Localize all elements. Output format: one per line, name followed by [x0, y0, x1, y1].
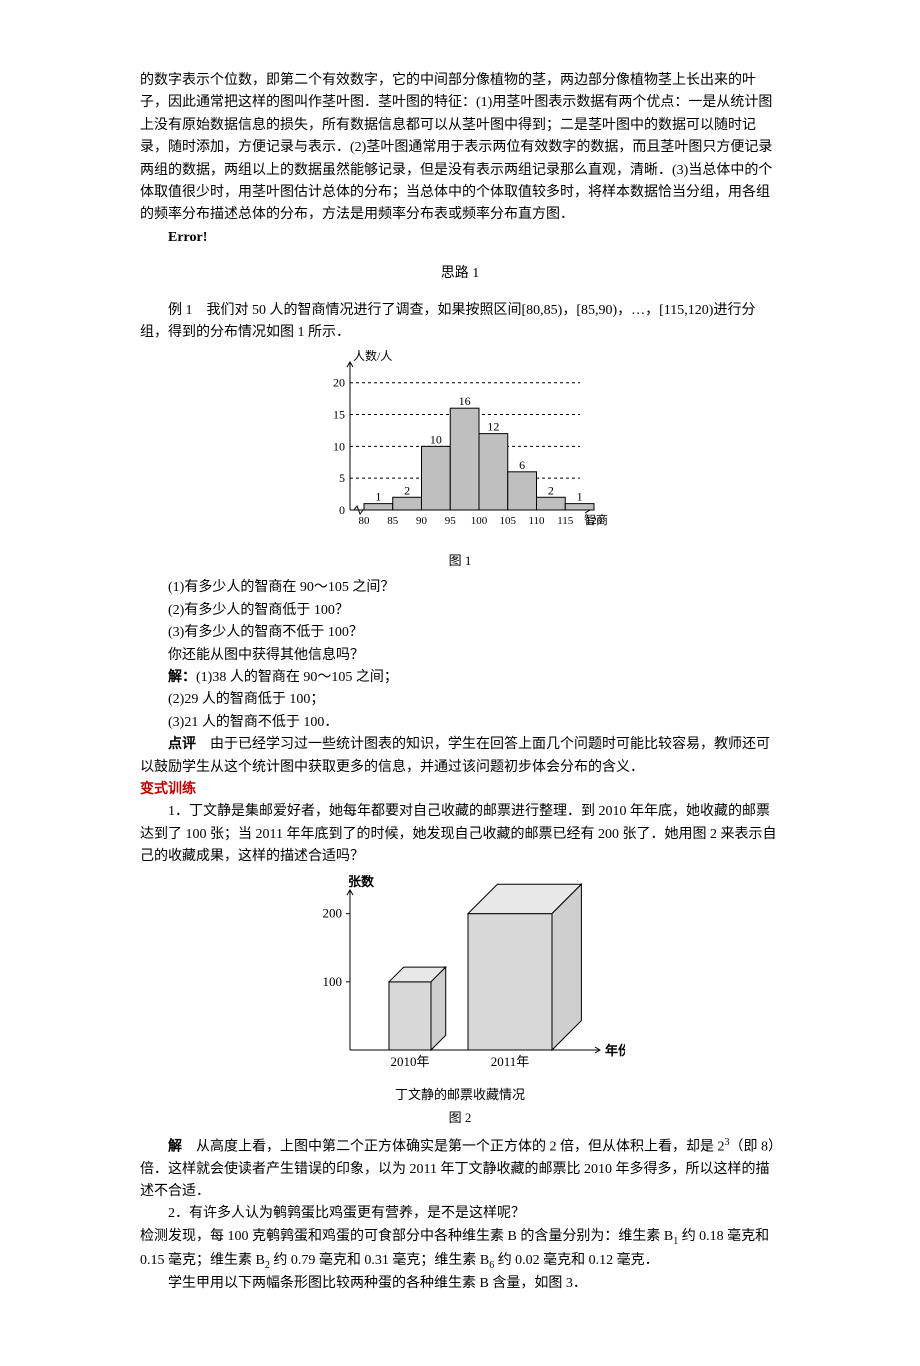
svg-text:10: 10: [333, 440, 345, 454]
variant-1-answer-head: 解: [168, 1139, 182, 1154]
variant-heading: 变式训练: [140, 779, 780, 801]
svg-text:120: 120: [586, 515, 603, 527]
example1-statement: 例 1 我们对 50 人的智商情况进行了调查，如果按照区间[80,85)，[85…: [140, 300, 780, 345]
svg-text:80: 80: [359, 515, 371, 527]
svg-text:1: 1: [577, 490, 583, 504]
variant-1-statement: 1．丁文静是集邮爱好者，她每年都要对自己收藏的邮票进行整理．到 2010 年年底…: [140, 801, 780, 868]
variant-2-statement: 2．有许多人认为鹌鹑蛋比鸡蛋更有营养，是不是这样呢？: [140, 1203, 780, 1225]
svg-text:95: 95: [445, 515, 457, 527]
answer-head: 解：: [168, 670, 196, 685]
svg-text:200: 200: [323, 905, 343, 920]
svg-text:115: 115: [557, 515, 574, 527]
error-line: Error!: [140, 227, 780, 249]
svg-text:16: 16: [459, 394, 471, 408]
svg-text:85: 85: [387, 515, 399, 527]
v2p-c: 约 0.79 毫克和 0.31 毫克；维生素 B: [270, 1253, 489, 1268]
svg-text:人数/人: 人数/人: [353, 350, 392, 363]
svg-text:年份: 年份: [605, 1043, 625, 1058]
figure-1: 人数/人智商0510152012101612621808590951001051…: [140, 350, 780, 571]
v2p-a: 检测发现，每 100 克鹌鹑蛋和鸡蛋的可食部分中各种维生素 B 的含量分别为：维…: [140, 1229, 673, 1244]
figure-2: 张数年份 100 200 2010年 2011年 丁文静的邮票收藏情况 图 2: [140, 875, 780, 1129]
dianping-head: 点评: [168, 737, 196, 752]
paragraph-stem-leaf: 的数字表示个位数，即第二个有效数字，它的中间部分像植物的茎，两边部分像植物茎上长…: [140, 70, 780, 227]
svg-text:110: 110: [528, 515, 545, 527]
svg-text:105: 105: [500, 515, 517, 527]
answer-block: 解：(1)38 人的智商在 90～105 之间；: [140, 667, 780, 689]
figure-1-caption: 图 1: [140, 551, 780, 572]
question-2: (2)有多少人的智商低于 100？: [140, 600, 780, 622]
svg-text:2: 2: [548, 484, 554, 498]
svg-text:10: 10: [430, 433, 442, 447]
svg-text:0: 0: [339, 503, 345, 517]
answer-2: (2)29 人的智商低于 100；: [140, 689, 780, 711]
svg-text:100: 100: [471, 515, 488, 527]
svg-text:张数: 张数: [348, 875, 375, 889]
svg-text:2010年: 2010年: [390, 1054, 429, 1069]
svg-text:100: 100: [323, 973, 343, 988]
variant-1-answer: 解 从高度上看，上图中第二个正方体确实是第一个正方体的 2 倍，但从体积上看，却…: [140, 1135, 780, 1204]
svg-text:2011年: 2011年: [491, 1054, 530, 1069]
figure-2-caption-1: 丁文静的邮票收藏情况: [140, 1085, 780, 1106]
svg-text:2: 2: [404, 484, 410, 498]
svg-text:1: 1: [375, 490, 381, 504]
question-extra: 你还能从图中获得其他信息吗？: [140, 645, 780, 667]
svg-text:15: 15: [333, 408, 345, 422]
variant-2-detail: 检测发现，每 100 克鹌鹑蛋和鸡蛋的可食部分中各种维生素 B 的含量分别为：维…: [140, 1226, 780, 1274]
figure-2-caption-2: 图 2: [140, 1108, 780, 1129]
dianping-body: 由于已经学习过一些统计图表的知识，学生在回答上面几个问题时可能比较容易，教师还可…: [140, 737, 770, 774]
svg-text:6: 6: [519, 458, 525, 472]
dianping: 点评 由于已经学习过一些统计图表的知识，学生在回答上面几个问题时可能比较容易，教…: [140, 734, 780, 779]
svg-text:12: 12: [487, 420, 499, 434]
variant-2-student: 学生甲用以下两幅条形图比较两种蛋的各种维生素 B 含量，如图 3．: [140, 1273, 780, 1295]
heading-silu1: 思路 1: [140, 263, 780, 285]
v2p-d: 约 0.02 毫克和 0.12 毫克．: [494, 1253, 659, 1268]
svg-text:20: 20: [333, 376, 345, 390]
variant-1-answer-body-a: 从高度上看，上图中第二个正方体确实是第一个正方体的 2 倍，但从体积上看，却是 …: [182, 1139, 725, 1154]
svg-text:90: 90: [416, 515, 428, 527]
svg-text:5: 5: [339, 471, 345, 485]
answer-3: (3)21 人的智商不低于 100．: [140, 712, 780, 734]
question-3: (3)有多少人的智商不低于 100？: [140, 622, 780, 644]
question-1: (1)有多少人的智商在 90～105 之间？: [140, 577, 780, 599]
answer-1: (1)38 人的智商在 90～105 之间；: [196, 670, 398, 685]
